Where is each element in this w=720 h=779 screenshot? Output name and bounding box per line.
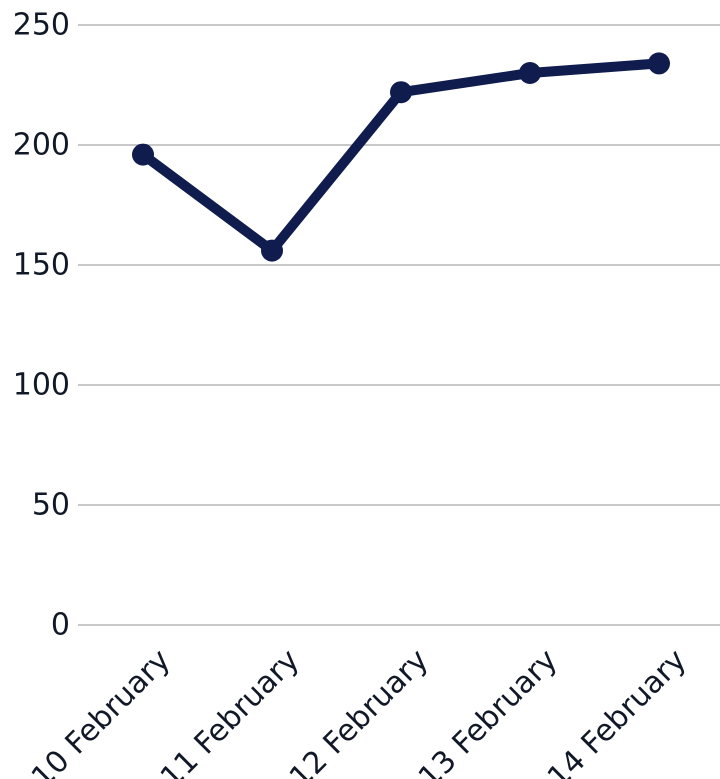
data-point [261,239,283,262]
series-plot [132,52,670,262]
data-point [132,143,154,166]
x-tick-label: 11 February [154,643,306,779]
y-tick-label: 50 [32,488,70,523]
x-tick-label: 12 February [283,643,435,779]
data-point [648,52,670,75]
x-tick-label: 14 February [541,643,693,779]
y-tick-label: 150 [13,248,70,283]
data-point [390,81,412,104]
x-tick-label: 13 February [412,643,564,779]
y-tick-label: 200 [13,128,70,163]
gridlines [78,24,720,626]
y-tick-label: 250 [13,8,70,43]
x-tick-label: 10 February [25,643,177,779]
data-point [519,62,541,84]
y-tick-label: 0 [51,608,70,643]
y-axis: 0 50 100 150 200 250 [13,8,70,643]
y-tick-label: 100 [13,368,70,403]
